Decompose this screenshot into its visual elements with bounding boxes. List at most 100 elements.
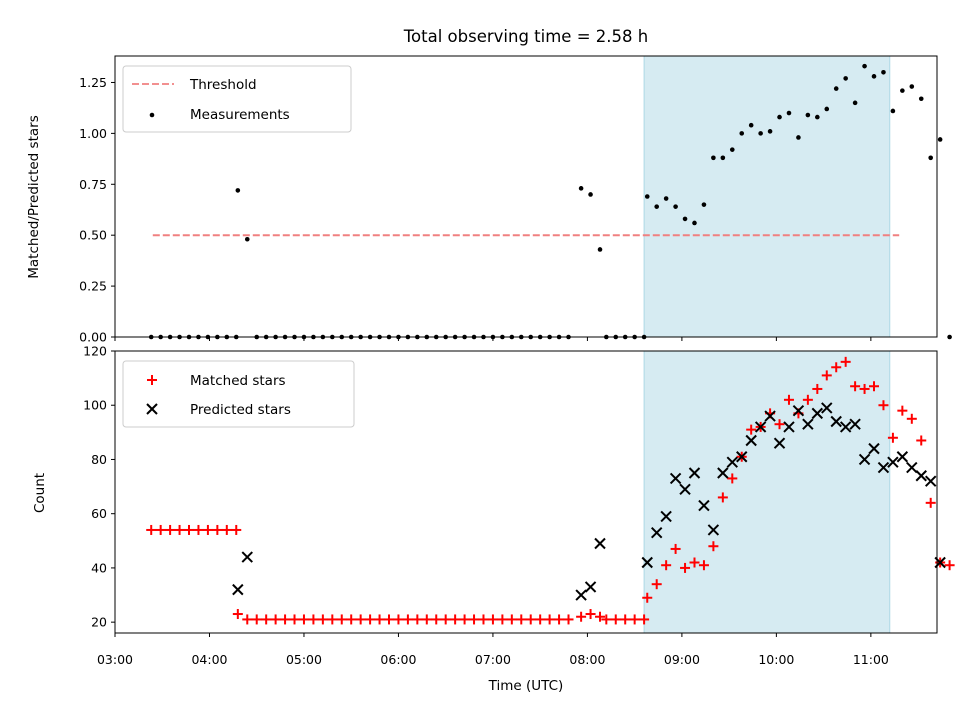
measurement-point xyxy=(909,84,915,89)
matched-legend-swatch xyxy=(147,375,157,385)
predicted-star-marker xyxy=(584,581,597,593)
bottom-x-ticks: 03:00 04:00 05:00 06:00 07:00 08:00 09:00 10:00… xyxy=(97,633,889,667)
matched-star-marker xyxy=(327,614,338,625)
predicted-star-marker xyxy=(232,583,244,596)
measurement-point xyxy=(654,204,660,209)
matched-star-marker xyxy=(746,424,757,435)
matched-star-marker xyxy=(821,370,832,381)
predicted-star-marker xyxy=(745,434,757,447)
measurement-point xyxy=(720,155,726,161)
matched-star-marker xyxy=(642,592,653,603)
matched-star-marker xyxy=(280,614,291,625)
top-y-tick-label: 0.00 xyxy=(79,330,107,345)
measurements-legend-label: Measurements xyxy=(190,107,290,123)
predicted-legend-label: Predicted stars xyxy=(190,402,291,418)
top-y-tick-label: 1.00 xyxy=(79,126,107,141)
matched-star-marker xyxy=(221,524,232,535)
top-y-tick-label: 0.25 xyxy=(79,279,107,294)
bottom-shade-rect xyxy=(643,350,891,634)
measurement-point xyxy=(748,122,754,128)
bottom-x-tick-label: 10:00 xyxy=(758,652,794,667)
matched-star-marker xyxy=(651,579,662,590)
measurement-point xyxy=(862,63,867,69)
top-y-label: Matched/Predicted stars xyxy=(26,115,42,278)
matched-star-marker xyxy=(783,394,794,405)
bottom-y-tick-label: 80 xyxy=(91,452,107,467)
predicted-star-marker xyxy=(679,483,691,495)
measurement-point xyxy=(235,188,241,193)
bottom-y-tick-label: 40 xyxy=(91,560,107,575)
measurement-point xyxy=(673,204,678,209)
matched-star-marker xyxy=(384,614,394,625)
measurement-point xyxy=(663,196,669,201)
predicted-star-marker xyxy=(650,526,663,539)
predicted-star-marker xyxy=(669,472,682,485)
top-y-tick-label: 0.75 xyxy=(79,177,107,192)
bottom-x-tick-label: 04:00 xyxy=(191,652,227,667)
bottom-y-ticks: 20 40 60 80 100 120 xyxy=(83,344,115,630)
matched-star-marker xyxy=(289,614,300,625)
matched-star-marker xyxy=(925,497,936,508)
matched-star-marker xyxy=(916,435,927,446)
matched-star-marker xyxy=(689,557,700,568)
measurement-point xyxy=(947,334,952,340)
matched-star-marker xyxy=(459,614,470,625)
matched-star-marker xyxy=(242,614,253,625)
matched-star-marker xyxy=(802,394,813,405)
predicted-star-marker xyxy=(877,461,890,474)
matched-star-marker xyxy=(270,614,281,625)
bottom-shaded-span xyxy=(643,350,891,634)
bottom-y-label: Count xyxy=(32,473,48,513)
measurement-point xyxy=(682,216,688,222)
matched-star-marker xyxy=(554,614,565,625)
matched-star-marker xyxy=(544,614,555,625)
matched-star-marker xyxy=(661,560,672,571)
bottom-x-tick-label: 11:00 xyxy=(853,652,889,667)
predicted-star-marker xyxy=(698,499,710,512)
matched-star-marker xyxy=(850,381,861,392)
bottom-x-tick-label: 09:00 xyxy=(664,652,700,667)
predicted-star-marker xyxy=(887,456,899,468)
matched-star-marker xyxy=(231,524,242,535)
predicted-star-marker xyxy=(736,451,748,463)
matched-star-marker xyxy=(698,560,709,571)
matched-star-marker xyxy=(298,614,309,625)
matched-star-marker xyxy=(431,614,442,625)
top-y-tick-label: 1.25 xyxy=(79,75,107,90)
predicted-star-marker xyxy=(924,475,937,487)
matched-star-marker xyxy=(402,614,413,625)
matched-star-marker xyxy=(887,432,898,443)
predicted-star-marker xyxy=(896,451,909,463)
bottom-x-tick-label: 05:00 xyxy=(286,652,322,667)
predicted-star-marker xyxy=(830,415,842,428)
bottom-panel: 20 40 60 80 100 120 03:00 04:00 05:00 06:00 07:00… xyxy=(32,344,955,694)
measurement-point xyxy=(588,192,593,197)
top-shaded-span xyxy=(643,55,891,338)
matched-star-marker xyxy=(497,614,508,625)
bottom-legend-box xyxy=(122,360,355,428)
predicted-star-marker xyxy=(241,551,253,563)
top-axes-frame xyxy=(114,55,938,338)
measurement-point xyxy=(644,194,650,199)
predicted-star-marker xyxy=(915,470,927,482)
x-axis-label: Time (UTC) xyxy=(488,678,564,694)
predicted-star-marker xyxy=(726,456,738,468)
measurement-point xyxy=(824,106,830,112)
matched-star-marker xyxy=(232,609,243,620)
predicted-star-marker xyxy=(811,407,824,420)
measurement-point xyxy=(711,155,716,161)
matched-star-marker xyxy=(155,524,166,535)
matched-star-marker xyxy=(812,383,823,394)
matched-star-marker xyxy=(869,381,880,392)
matched-star-marker xyxy=(450,614,461,625)
matched-star-marker xyxy=(878,400,889,411)
measurement-point xyxy=(729,147,735,152)
matched-star-marker xyxy=(727,473,738,484)
matched-star-marker xyxy=(212,524,223,535)
matched-star-marker xyxy=(563,614,574,625)
predicted-legend-swatch xyxy=(146,403,158,415)
predicted-star-marker xyxy=(641,556,653,569)
predicted-star-marker xyxy=(773,437,786,449)
predicted-star-marker xyxy=(594,537,606,550)
